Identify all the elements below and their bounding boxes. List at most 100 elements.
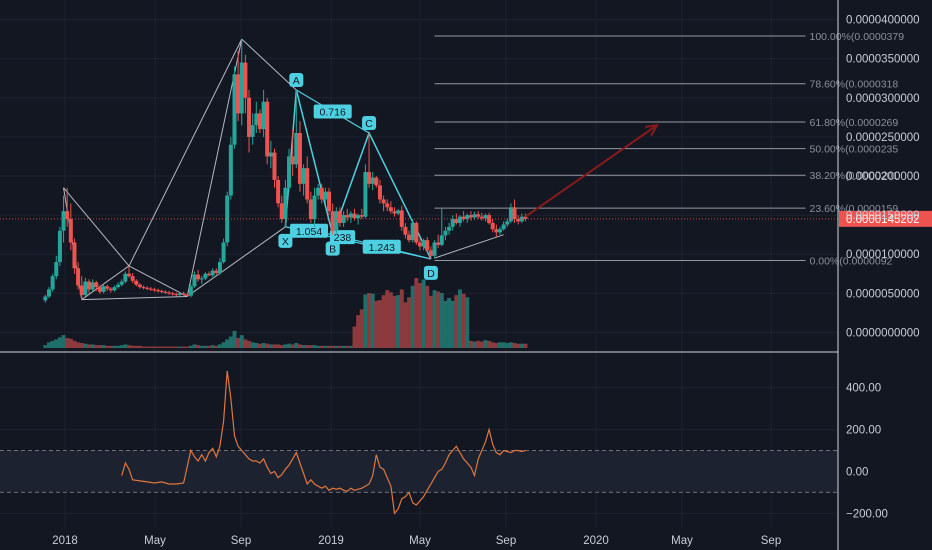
volume-bar xyxy=(348,345,353,348)
pattern-ratio-label: 238 xyxy=(334,232,352,244)
candle-body xyxy=(105,286,110,289)
volume-bar xyxy=(479,341,484,348)
volume-bar xyxy=(327,345,332,348)
oscillator-panel[interactable] xyxy=(0,370,838,515)
candle-body xyxy=(250,125,255,137)
candle-body xyxy=(145,287,150,289)
candle-body xyxy=(261,101,266,130)
volume-bar xyxy=(221,342,226,348)
pattern-point-badge[interactable] xyxy=(289,72,304,87)
candle-body xyxy=(428,250,433,256)
volume-bar xyxy=(472,341,477,348)
fibonacci-retracement[interactable]: 100.00%(0.0000379 78.60%(0.0000318 61.80%(… xyxy=(434,31,905,267)
candle-body xyxy=(247,97,252,137)
volume-bar xyxy=(112,345,117,348)
volume-bar xyxy=(428,295,433,348)
candle-body xyxy=(447,226,452,231)
volume-bar xyxy=(330,345,335,348)
candle-body xyxy=(432,242,437,256)
candle-body xyxy=(101,286,106,292)
candle-body xyxy=(312,195,317,220)
volume-bar xyxy=(54,339,59,348)
pattern-ratio-badge[interactable] xyxy=(362,239,401,254)
candle-body xyxy=(443,230,448,236)
volume-bar xyxy=(97,345,102,348)
volume-bar xyxy=(83,343,88,348)
candle-body xyxy=(177,293,182,295)
volume-bar xyxy=(316,345,321,348)
volume-bar xyxy=(450,300,455,348)
pattern-ratio-badge[interactable] xyxy=(290,223,329,238)
price-axis[interactable]: 0.0000000000 0.0000050000 0.0000100000 0.00… xyxy=(846,15,920,340)
time-tick-label: 2020 xyxy=(583,535,609,547)
candle-body xyxy=(287,156,292,188)
volume-bar xyxy=(203,345,208,348)
volume-bar xyxy=(137,345,142,348)
candle-body xyxy=(196,274,201,280)
candle-body xyxy=(319,187,324,200)
time-tick-label: Sep xyxy=(761,535,781,547)
fib-level-label: 50.00%(0.0000235 xyxy=(809,144,898,156)
time-tick-label: May xyxy=(409,535,431,547)
pattern-ratio-badge[interactable] xyxy=(313,104,352,119)
pattern-point-badge[interactable] xyxy=(423,265,438,280)
volume-bar xyxy=(497,342,502,348)
candle-body xyxy=(283,187,288,220)
volume-bar xyxy=(410,285,415,348)
candle-body xyxy=(483,215,488,219)
volume-bar xyxy=(377,300,382,348)
pattern-point-badge[interactable] xyxy=(325,241,340,256)
candle-body xyxy=(203,273,208,279)
volume-bar xyxy=(421,279,426,348)
oscillator-axis[interactable]: 400.00 200.00 0.00 −200.00 xyxy=(846,383,888,521)
pattern-ratio-label: 1.054 xyxy=(296,226,322,238)
candle-body xyxy=(185,294,190,296)
volume-bar xyxy=(141,346,146,348)
volume-bar xyxy=(407,297,412,348)
volume-bar xyxy=(447,298,452,348)
price-tick-label: 0.0000300000 xyxy=(846,93,920,105)
volume-bar xyxy=(152,346,157,348)
candle-body xyxy=(370,177,375,184)
candle-body xyxy=(374,177,379,186)
oscillator-line[interactable] xyxy=(121,370,526,515)
volume-bar xyxy=(199,345,204,348)
candle-body xyxy=(505,221,510,225)
candle-body xyxy=(170,293,175,295)
candle-body xyxy=(207,273,212,276)
volume-bar xyxy=(468,340,473,348)
price-tick-label: 0.0000350000 xyxy=(846,54,920,66)
arrow-head[interactable] xyxy=(645,123,659,137)
candle-body xyxy=(417,242,422,247)
volume-bar xyxy=(363,294,368,348)
pattern-point-badge[interactable] xyxy=(278,233,293,248)
volume-bar xyxy=(457,289,462,348)
volume-bar xyxy=(65,338,70,348)
candle-body xyxy=(403,226,408,235)
volume-bar xyxy=(123,344,128,348)
candle-body xyxy=(356,215,361,219)
time-tick-label: May xyxy=(671,535,693,547)
volume-bar xyxy=(156,346,161,348)
candle-body xyxy=(272,152,277,180)
pattern-point-badge[interactable] xyxy=(362,115,377,130)
volume-bar xyxy=(439,293,444,348)
candle-body xyxy=(334,211,339,231)
volume-bar xyxy=(501,342,506,348)
candle-body xyxy=(439,235,444,245)
candle-body xyxy=(290,156,295,165)
candle-body xyxy=(57,230,62,263)
projection-arrow[interactable] xyxy=(524,123,659,218)
time-tick-label: May xyxy=(144,535,166,547)
candle-body xyxy=(174,294,179,296)
arrow-shaft[interactable] xyxy=(524,124,658,218)
volume-bar xyxy=(341,345,346,348)
volume-bar xyxy=(207,345,212,348)
candle-body xyxy=(72,242,77,269)
volume-bar xyxy=(443,300,448,348)
candle-body xyxy=(181,293,186,295)
volume-bar xyxy=(287,343,292,348)
time-axis[interactable]: 2018 May Sep 2019 May Sep 2020 May Sep xyxy=(52,535,781,547)
volume-bar xyxy=(392,295,397,348)
